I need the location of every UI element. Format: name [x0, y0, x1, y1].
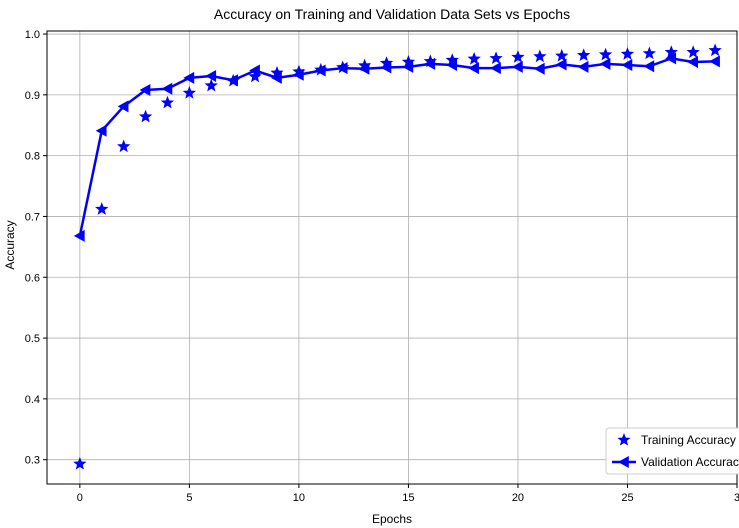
- validation-point: [599, 57, 611, 70]
- training-point: [467, 51, 481, 65]
- training-point: [182, 86, 197, 99]
- training-point: [270, 65, 284, 79]
- training-point: [138, 109, 153, 123]
- validation-point: [577, 60, 589, 73]
- chart-title: Accuracy on Training and Validation Data…: [214, 6, 570, 22]
- legend-box: [605, 427, 739, 475]
- x-tick-label: 5: [186, 492, 192, 504]
- training-point: [248, 69, 262, 83]
- x-axis: 0 5 10 15 20 25 3: [77, 484, 739, 504]
- validation-point: [555, 58, 567, 71]
- x-tick-label: 25: [621, 492, 633, 504]
- training-point: [357, 58, 372, 72]
- validation-point: [490, 62, 501, 75]
- validation-point: [468, 62, 479, 75]
- legend-marker-training: [617, 433, 631, 446]
- validation-point: [161, 82, 173, 95]
- training-point: [489, 51, 503, 65]
- training-point: [708, 43, 722, 57]
- validation-point: [117, 100, 129, 113]
- x-tick-label: 15: [402, 492, 414, 504]
- validation-point: [446, 59, 458, 72]
- validation-line: [78, 57, 716, 237]
- grid-lines: [47, 31, 738, 484]
- series-training: [73, 43, 722, 470]
- validation-point: [205, 69, 217, 82]
- x-tick-label: 0: [77, 492, 83, 504]
- training-point: [533, 49, 547, 63]
- validation-point: [380, 61, 392, 74]
- validation-point: [643, 60, 655, 73]
- y-tick-label: 0.8: [25, 151, 40, 163]
- y-tick-label: 0.5: [25, 333, 40, 345]
- legend-label-validation: Validation Accuracy: [641, 455, 739, 469]
- training-point: [95, 202, 109, 215]
- training-point: [620, 47, 635, 60]
- training-point: [73, 456, 87, 470]
- series-layer: [73, 43, 722, 470]
- x-axis-label: Epochs: [372, 512, 412, 526]
- training-point: [379, 56, 394, 69]
- y-tick-label: 0.3: [25, 455, 40, 467]
- validation-point: [709, 55, 720, 68]
- training-point: [292, 64, 306, 78]
- validation-point: [687, 56, 698, 69]
- validation-point: [511, 60, 523, 73]
- validation-point: [292, 68, 304, 81]
- training-point: [555, 48, 569, 62]
- validation-point: [402, 60, 414, 73]
- training-point: [642, 46, 657, 60]
- validation-point: [358, 62, 370, 75]
- validation-point: [533, 62, 545, 75]
- validation-point: [227, 74, 238, 87]
- validation-point: [73, 229, 85, 242]
- training-point: [686, 45, 700, 58]
- y-tick-label: 0.9: [25, 90, 40, 102]
- x-tick-label: 10: [293, 492, 305, 504]
- validation-point: [249, 64, 260, 77]
- validation-point: [621, 59, 633, 72]
- training-point: [445, 53, 459, 66]
- y-tick-label: 1.0: [25, 29, 40, 41]
- training-point: [117, 139, 131, 153]
- validation-point: [314, 64, 326, 77]
- validation-point: [183, 71, 195, 84]
- training-point: [664, 45, 678, 58]
- y-tick-label: 0.6: [25, 272, 40, 284]
- legend-label-training: Training Accuracy: [641, 433, 736, 447]
- x-tick-label: 20: [512, 492, 524, 504]
- y-axis: 0.3 0.4 0.5 0.6 0.7 0.8 0.9 1.0: [25, 29, 47, 467]
- validation-point: [665, 52, 677, 65]
- training-point: [401, 55, 416, 68]
- validation-point: [336, 62, 348, 75]
- training-point: [511, 50, 525, 63]
- training-point: [598, 47, 613, 61]
- x-tick-label: 3: [734, 492, 739, 504]
- series-validation: [73, 52, 720, 242]
- validation-point: [271, 71, 282, 84]
- validation-point: [424, 57, 436, 70]
- validation-point: [139, 83, 151, 96]
- plot-frame: [46, 30, 738, 485]
- y-tick-label: 0.7: [25, 211, 40, 223]
- y-axis-label: Accuracy: [3, 220, 17, 269]
- training-point: [577, 48, 591, 61]
- legend: Training Accuracy Validation Accuracy: [605, 427, 739, 475]
- validation-point: [95, 124, 107, 137]
- training-point: [160, 95, 175, 109]
- training-point: [204, 78, 218, 92]
- legend-marker-validation: [618, 456, 629, 468]
- y-tick-label: 0.4: [25, 394, 40, 406]
